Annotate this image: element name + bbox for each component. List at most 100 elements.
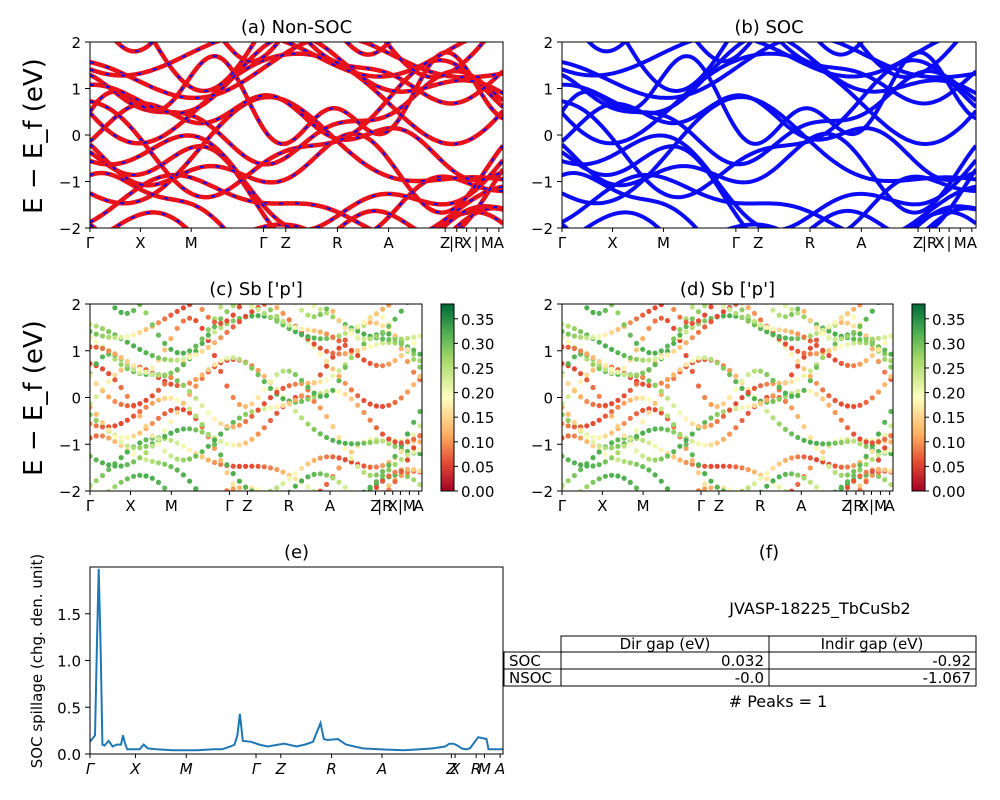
projection-point <box>131 445 137 451</box>
projection-point <box>392 479 398 485</box>
projection-point <box>386 323 392 329</box>
projection-point <box>243 360 249 366</box>
projection-point <box>404 346 411 353</box>
projection-point <box>174 440 180 446</box>
projection-point <box>714 360 720 366</box>
projection-point <box>149 322 155 328</box>
kpoint-label: Z <box>842 497 852 515</box>
projection-point <box>565 394 571 400</box>
projection-point <box>392 333 398 339</box>
y-tick-label: −1 <box>531 436 553 454</box>
projection-point <box>373 484 379 491</box>
projection-point <box>689 325 695 331</box>
projection-point <box>695 441 702 447</box>
projection-point <box>404 358 411 365</box>
projection-point <box>671 325 677 331</box>
projection-point <box>851 314 857 320</box>
projection-point <box>349 489 354 491</box>
projection-point <box>652 443 658 449</box>
projection-point <box>205 457 211 463</box>
projection-point <box>702 442 708 448</box>
projection-point <box>174 378 180 384</box>
projection-point <box>305 312 311 318</box>
projection-point <box>274 404 280 410</box>
colorbar-tick-label: 0.25 <box>932 360 965 378</box>
projection-point <box>367 439 373 446</box>
projection-point <box>801 298 806 303</box>
projection-point <box>801 354 807 360</box>
projection-point <box>342 391 348 397</box>
projection-point <box>112 398 118 405</box>
projection-point <box>733 406 739 412</box>
projection-point <box>193 352 199 358</box>
projection-point <box>386 487 392 491</box>
projection-point <box>875 466 882 472</box>
projection-point <box>348 387 354 393</box>
projection-point <box>305 380 311 386</box>
projection-point <box>751 402 758 409</box>
projection-point <box>677 432 683 438</box>
projection-point <box>739 465 745 471</box>
projection-point <box>646 467 652 473</box>
projection-point <box>180 305 186 311</box>
projection-point <box>627 436 633 442</box>
kpoint-label: | <box>947 234 952 252</box>
projection-point <box>112 463 118 469</box>
projection-point <box>174 467 180 473</box>
projection-point <box>584 438 590 445</box>
projection-point <box>801 437 807 443</box>
projection-point <box>236 415 242 421</box>
projection-point <box>633 485 640 491</box>
projection-point <box>162 381 168 387</box>
band-line <box>109 209 503 228</box>
projection-point <box>838 336 844 342</box>
projection-point <box>330 314 336 320</box>
projection-point <box>596 358 602 364</box>
projection-point <box>782 380 789 386</box>
projection-point <box>875 448 882 454</box>
projection-point <box>317 393 323 399</box>
projection-point <box>280 368 286 374</box>
projection-point <box>180 356 186 362</box>
projection-point <box>851 340 857 346</box>
projection-point <box>355 402 361 408</box>
projection-point <box>596 443 602 449</box>
projection-point <box>689 461 695 467</box>
projection-point <box>857 467 863 473</box>
projection-point <box>124 333 130 339</box>
projection-point <box>230 424 236 430</box>
projection-point <box>249 436 255 442</box>
projection-point <box>342 330 348 336</box>
projection-point <box>671 403 677 409</box>
projection-point <box>658 388 664 394</box>
projection-point <box>211 441 218 448</box>
projection-point <box>832 469 838 475</box>
projection-point <box>770 393 776 399</box>
projection-point <box>249 463 255 469</box>
projection-point <box>243 463 249 469</box>
projection-point <box>280 469 286 475</box>
projection-point <box>820 387 826 393</box>
kpoint-label: A <box>325 497 336 515</box>
projection-point <box>380 336 386 342</box>
projection-point <box>602 413 609 419</box>
projection-point <box>689 457 695 464</box>
projection-point <box>118 309 124 315</box>
projection-point <box>168 430 174 436</box>
projection-point <box>398 448 404 455</box>
projection-point <box>813 445 820 451</box>
projection-point <box>615 450 621 456</box>
projection-point <box>795 306 801 312</box>
projection-point <box>93 344 99 350</box>
projection-point <box>727 306 733 313</box>
projected-points <box>562 298 893 491</box>
projection-point <box>689 316 695 322</box>
projection-point <box>417 447 422 453</box>
projection-point <box>764 470 770 476</box>
projection-point <box>869 448 875 455</box>
projection-point <box>826 334 832 340</box>
projection-point <box>751 396 758 402</box>
projection-point <box>305 484 311 490</box>
projection-point <box>187 304 193 308</box>
projection-point <box>274 410 280 416</box>
